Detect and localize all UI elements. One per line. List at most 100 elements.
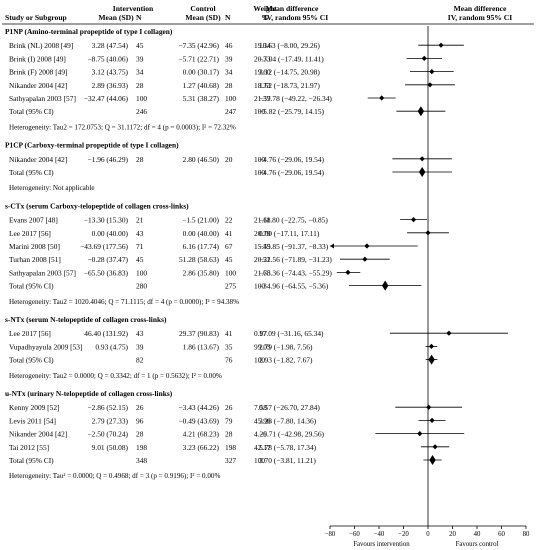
intervention-mean-sd: 3.12 (43.75): [92, 68, 129, 77]
point-estimate: [364, 243, 370, 249]
total-mean-difference-ci: −4.76 (−29.06, 19.54): [259, 168, 325, 177]
total-diamond: [418, 167, 426, 177]
point-estimate: [419, 156, 425, 162]
total-mean-difference-ci: 3.70 (−3.81, 11.21): [259, 456, 316, 465]
total-control-n: 275: [225, 282, 236, 291]
control-n: 79: [225, 416, 233, 425]
control-mean-sd: −0.49 (43.69): [178, 416, 219, 425]
study-name: Kenny 2009 [52]: [9, 403, 60, 412]
total-weight: 100: [254, 168, 265, 177]
weight: 21.68: [254, 216, 271, 225]
control-mean-sd: −3.43 (44.26): [178, 403, 219, 412]
study-name: Levis 2011 [54]: [9, 416, 56, 425]
intervention-mean-sd: 0.93 (4.75): [95, 342, 128, 351]
control-mean-sd: 0.00 (30.17): [183, 68, 220, 77]
header-weight: Weight: [253, 4, 277, 13]
point-estimate: [345, 269, 351, 275]
study-name: Nikander 2004 [42]: [9, 155, 67, 164]
intervention-mean-sd: −2.50 (70.24): [87, 430, 128, 439]
control-mean-sd: 29.37 (90.83): [179, 329, 220, 338]
intervention-n: 45: [136, 255, 144, 264]
control-n: 198: [225, 443, 236, 452]
study-name: Brink (F) 2008 [49]: [9, 68, 68, 77]
mean-difference-ci: −51.56 (−71.89, −31.23): [259, 255, 332, 264]
mean-difference-ci: −65.36 (−74.43, −55.29): [259, 268, 332, 277]
control-mean-sd: 51.28 (58.63): [179, 255, 220, 264]
point-estimate: [428, 343, 435, 349]
intervention-mean-sd: 2.79 (27.33): [92, 416, 129, 425]
total-diamond: [429, 455, 436, 465]
study-name: Sathyapalan 2003 [57]: [9, 268, 76, 277]
control-n: 28: [225, 81, 233, 90]
total-label: Total (95% CI): [9, 456, 54, 465]
header-control: Control: [190, 4, 215, 13]
header-intervention: Intervention: [113, 4, 154, 13]
header-plot-method: IV, random 95% CI: [448, 13, 512, 22]
intervention-n: 21: [136, 216, 144, 225]
point-estimate: [421, 55, 427, 61]
weight: 20.73: [254, 54, 271, 63]
total-weight: 100: [254, 356, 265, 365]
intervention-n: 96: [136, 416, 144, 425]
study-name: Vupadhyayula 2009 [53]: [9, 342, 82, 351]
study-name: Brink (I) 2008 [49]: [9, 54, 66, 63]
study-name: Sathyapalan 2003 [57]: [9, 94, 76, 103]
weight: 19.34: [254, 41, 271, 50]
weight: 19.60: [254, 68, 271, 77]
mean-difference-ci: 3.28 (−7.80, 14.36): [259, 416, 317, 425]
mean-difference-ci: 2.79 (−1.98, 7.56): [259, 342, 313, 351]
control-n: 26: [225, 403, 233, 412]
intervention-n: 71: [136, 242, 144, 251]
header-plot: Mean difference: [454, 4, 507, 13]
heterogeneity: Heterogeneity: Tau2 = 172.0753; Q = 31.1…: [9, 123, 236, 131]
weight: 21.78: [254, 268, 271, 277]
header-control-meansd: Mean (SD): [185, 13, 221, 22]
total-intervention-n: 280: [136, 282, 147, 291]
intervention-mean-sd: −32.47 (44.06): [84, 94, 129, 103]
control-mean-sd: 0.00 (40.00): [183, 229, 220, 238]
intervention-n: 28: [136, 155, 144, 164]
mean-difference-ci: 0.00 (−17.11, 17.11): [259, 229, 320, 238]
group-title: s-NTx (serum N-telopeptide of collagen c…: [5, 315, 167, 324]
total-label: Total (95% CI): [9, 356, 54, 365]
total-control-n: 247: [225, 107, 236, 116]
intervention-mean-sd: 3.28 (47.54): [92, 41, 129, 50]
header-study: Study or Subgroup: [5, 13, 67, 22]
total-intervention-n: 348: [136, 456, 147, 465]
point-estimate: [432, 444, 438, 450]
total-label: Total (95% CI): [9, 282, 54, 291]
study-name: Tai 2012 [55]: [9, 443, 49, 452]
header-intervention-meansd: Mean (SD): [98, 13, 134, 22]
total-diamond: [428, 354, 435, 365]
mean-difference-ci: −37.78 (−49.22, −26.34): [259, 94, 332, 103]
weight: 18.73: [254, 81, 271, 90]
total-diamond: [417, 106, 425, 117]
intervention-mean-sd: 46.40 (131.92): [84, 329, 128, 338]
mean-difference-ci: −4.76 (−29.06, 19.54): [259, 155, 325, 164]
weight: 20.22: [254, 255, 271, 264]
control-mean-sd: −5.71 (22.71): [178, 54, 219, 63]
intervention-mean-sd: −0.28 (37.47): [87, 255, 128, 264]
control-mean-sd: 2.80 (46.50): [183, 155, 220, 164]
control-mean-sd: 2.86 (35.80): [183, 268, 220, 277]
point-estimate: [429, 69, 435, 75]
control-mean-sd: 3.23 (66.22): [183, 443, 220, 452]
heterogeneity: Heterogeneity: Tau² = 0.0000; Q = 0.4968…: [9, 472, 220, 480]
point-estimate: [429, 417, 435, 423]
group-title: P1NP (Amino-terminal propeptide of type …: [5, 27, 173, 36]
intervention-mean-sd: 2.89 (36.93): [92, 81, 129, 90]
study-name: Marini 2008 [50]: [9, 242, 60, 251]
total-mean-difference-ci: 2.93 (−1.82, 7.67): [259, 356, 313, 365]
control-n: 39: [225, 54, 233, 63]
intervention-n: 100: [136, 268, 147, 277]
control-n: 41: [225, 229, 233, 238]
point-estimate: [379, 95, 385, 101]
intervention-n: 39: [136, 342, 144, 351]
total-label: Total (95% CI): [9, 168, 54, 177]
total-diamond: [381, 280, 389, 291]
point-estimate: [417, 431, 423, 437]
control-n: 20: [225, 155, 233, 164]
control-mean-sd: 5.31 (38.27): [183, 94, 220, 103]
point-estimate: [446, 330, 452, 336]
intervention-mean-sd: −43.69 (177.56): [80, 242, 128, 251]
